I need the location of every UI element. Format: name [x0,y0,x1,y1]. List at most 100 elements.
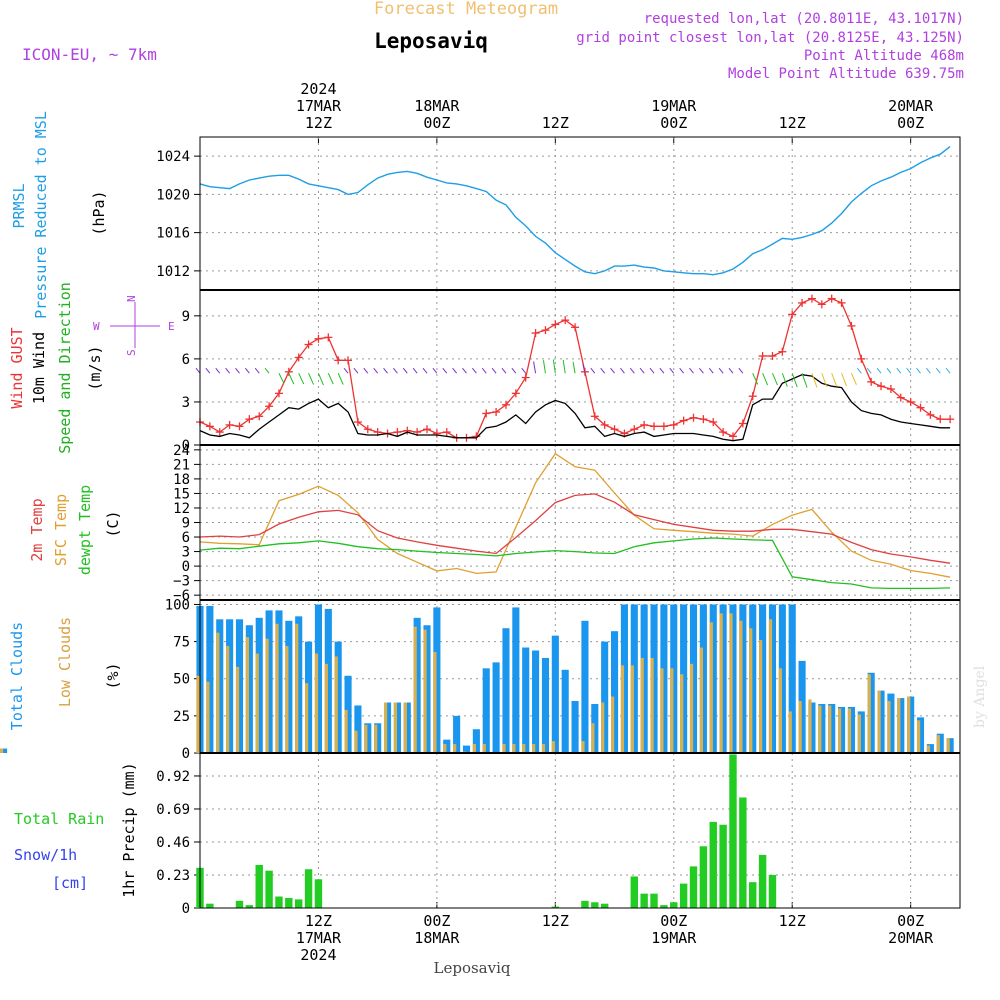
gust-line [199,297,951,439]
rain-bar [739,797,747,908]
low-cloud-bar [788,711,792,753]
rain-bar [600,903,609,908]
temp-2m-label: 2m Temp [28,498,46,561]
wind-line [199,374,951,442]
total-cloud-bar [749,604,757,753]
rain-bar [285,897,293,908]
low-cloud-bar [502,744,506,753]
footer-location: Leposaviq [434,959,511,977]
total-cloud-bar [680,604,688,753]
wind-direction-arrow [432,367,438,374]
wind-ytick-label: 6 [182,352,190,368]
rain-bar [265,870,273,908]
low-cloud-bar [768,619,773,753]
total-cloud-bar [759,604,767,753]
wind-direction-arrow [718,367,724,374]
low-cloud-bar [591,723,595,753]
panel-border [199,136,961,291]
temp-labels: 2m Temp SFC Temp dewpt Temp (C) [28,485,122,575]
low-cloud-bar [581,741,585,753]
wind-direction-arrow [244,367,250,374]
rain-bar [719,824,727,908]
wind-ytick-label: 9 [182,309,190,325]
total-cloud-bar [591,703,599,753]
rain-bar [679,883,688,908]
precipitation-ytick-label: 0.92 [156,769,190,785]
wind-direction-arrow [659,367,665,374]
temperature-ytick-label: 0 [182,559,190,575]
low-cloud-bar [344,709,348,753]
total-cloud-bar [739,604,747,753]
pressure-label-msl: Pressure Reduced to MSL [32,111,50,319]
low-cloud-bar [778,668,782,753]
panel-pressure: 1012 1016 1020 1024 [156,137,960,290]
wind-direction-arrow [215,367,221,374]
total-cloud-bar [946,738,954,753]
total-cloud-bar [433,607,441,753]
low-cloud-bar [541,744,546,753]
compass-s: S [125,349,138,356]
temperature-ytick-label: 21 [173,457,190,473]
clouds-ytick-label: 100 [165,597,190,613]
precipitation-ytick-label: 0.23 [156,868,190,884]
temperature-ytick-label: 9 [182,516,190,532]
wind-direction-arrow [925,367,931,374]
wind-direction-arrow [590,367,596,374]
low-cloud-bar [640,657,644,753]
wind-speed-dir-label: Speed and Direction [56,282,74,454]
total-cloud-bar [857,711,865,753]
snow-unit-label: [cm] [52,874,88,892]
requested-coords: requested lon,lat (20.8011E, 43.1017N) [644,11,964,27]
low-cloud-bar [660,668,664,753]
low-cloud-bar [334,656,338,753]
low-cloud-bar [482,744,486,753]
low-cloud-bar [305,683,309,753]
pressure-unit: (hPa) [90,190,108,235]
low-cloud-bar [354,730,358,753]
wind-direction-arrow [412,367,418,374]
total-cloud-bar [699,604,707,753]
low-cloud-bar [413,626,417,753]
temperature-ytick-label: 15 [173,486,190,502]
clouds-ytick-label: 50 [173,672,190,688]
wind-direction-arrow [373,367,379,374]
low-cloud-bar [887,701,891,753]
total-cloud-bar [847,706,855,753]
total-cloud-bar [0,748,8,753]
total-cloud-bar [768,604,777,753]
wind-direction-arrow [471,367,477,374]
low-cloud-bar [374,724,378,753]
wind-direction-arrow [278,373,285,384]
total-cloud-bar [374,723,382,753]
total-cloud-bar [541,657,550,753]
total-cloud-bar [897,698,905,753]
compass-e: E [168,320,175,333]
wind-direction-arrow [337,373,344,385]
snow-label: Snow/1h [14,846,77,864]
total-cloud-bar [828,703,836,753]
wind-direction-arrow [945,367,951,374]
low-cloud-bar [383,702,388,753]
wind-direction-arrow [511,367,517,374]
total-cloud-bar [275,610,283,753]
total-cloud-bar [818,703,826,753]
total-cloud-bar [916,717,925,753]
low-cloud-bar [196,675,200,753]
bottom-time-label: 00Z [660,912,687,930]
total-cloud-bar [324,608,332,753]
top-time-label: 18MAR [414,97,460,115]
compass-n: N [125,295,138,302]
temp-unit: (C) [104,510,122,537]
wind-direction-arrow [856,367,862,374]
low-cloud-bar [847,708,852,753]
rain-bar [640,893,648,908]
total-cloud-bar [423,625,431,753]
wind-direction-arrow [669,367,675,374]
rain-bar [758,854,767,908]
precipitation-ytick-label: 0 [182,901,190,917]
wind-direction-arrow [821,373,828,387]
pressure-ytick-label: 1024 [156,149,190,165]
low-cloud-bar [522,744,526,753]
temperature-ytick-label: 6 [182,530,190,546]
rain-bar [245,905,254,908]
